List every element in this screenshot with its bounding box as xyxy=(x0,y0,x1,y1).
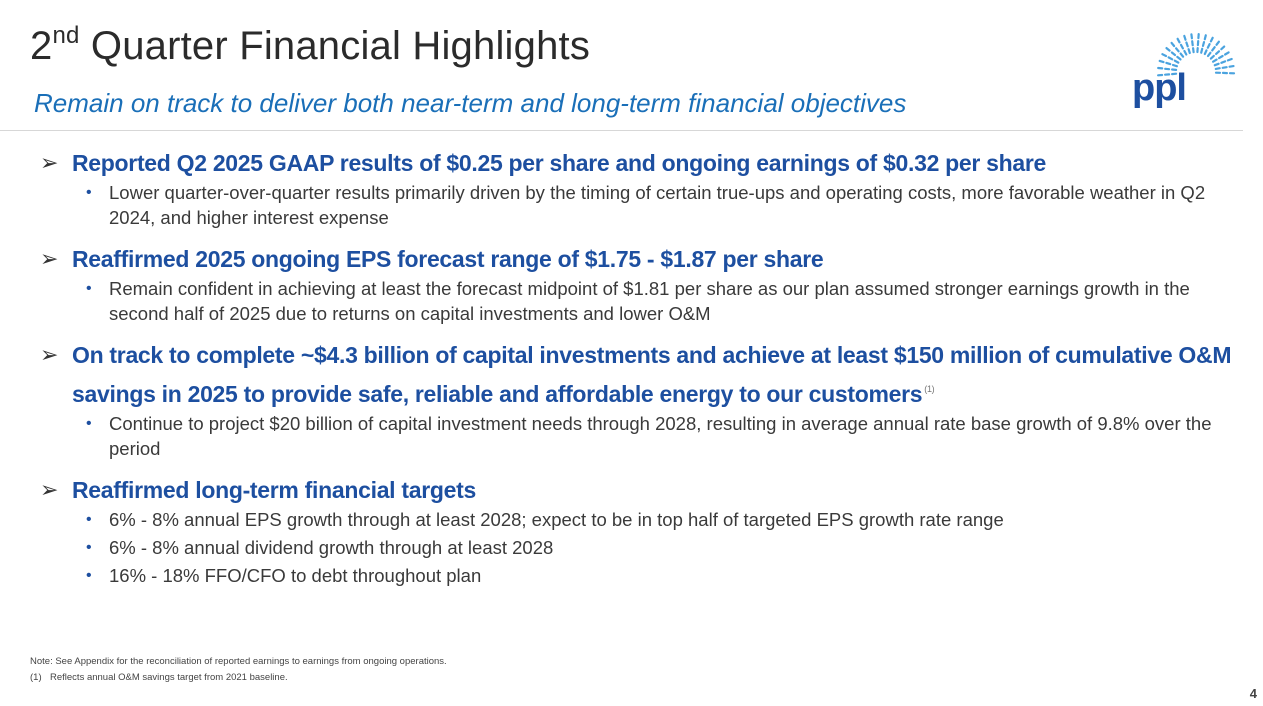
logo-ray xyxy=(1228,64,1235,68)
logo-ray xyxy=(1191,40,1194,47)
section-heading-row: ➢ Reaffirmed long-term financial targets xyxy=(40,473,1240,507)
logo-ray xyxy=(1167,56,1174,61)
bullet-text: 6% - 8% annual EPS growth through at lea… xyxy=(109,509,1004,530)
logo-ray xyxy=(1170,51,1177,57)
logo-ray xyxy=(1183,49,1188,56)
footnotes: Note: See Appendix for the reconciliatio… xyxy=(30,654,447,686)
logo-ray xyxy=(1201,41,1206,47)
logo-ray xyxy=(1173,59,1180,64)
logo-ray xyxy=(1214,67,1221,71)
sunburst-logo-icon: ppl xyxy=(1132,32,1236,109)
logo-ray xyxy=(1190,33,1194,40)
ppl-logo: ppl xyxy=(1128,30,1238,112)
logo-ray xyxy=(1165,47,1171,52)
logo-ray xyxy=(1185,41,1189,48)
bullet-list: • Continue to project $20 billion of capi… xyxy=(40,411,1240,461)
logo-ray xyxy=(1211,58,1218,63)
highlight-section-3: ➢ On track to complete ~$4.3 billion of … xyxy=(40,338,1240,461)
title-number: 2 xyxy=(30,24,53,68)
logo-ray xyxy=(1215,40,1221,46)
bullet-dot-icon: • xyxy=(86,539,92,556)
logo-ray xyxy=(1165,61,1172,66)
footnote-text: Reflects annual O&M savings target from … xyxy=(50,672,288,683)
highlights-list: ➢ Reported Q2 2025 GAAP results of $0.25… xyxy=(40,146,1240,600)
arrow-bullet-icon: ➢ xyxy=(40,342,59,367)
logo-ray xyxy=(1158,59,1165,64)
logo-ray xyxy=(1221,66,1228,69)
highlight-section-4: ➢ Reaffirmed long-term financial targets… xyxy=(40,473,1240,588)
logo-ray xyxy=(1217,54,1224,60)
logo-ray xyxy=(1179,52,1185,58)
bullet-list: • Remain confident in achieving at least … xyxy=(40,276,1240,326)
page-subtitle: Remain on track to deliver both near-ter… xyxy=(34,88,907,118)
appendix-note: Note: See Appendix for the reconciliatio… xyxy=(30,656,447,667)
highlight-section-2: ➢ Reaffirmed 2025 ongoing EPS forecast r… xyxy=(40,242,1240,326)
logo-ray xyxy=(1206,43,1211,49)
footnote-ref: (1) xyxy=(924,384,935,394)
footnote-number: (1) xyxy=(30,672,42,683)
arrow-bullet-icon: ➢ xyxy=(40,150,59,175)
bullet-item: • Continue to project $20 billion of capi… xyxy=(86,411,1240,461)
logo-ray xyxy=(1191,47,1195,54)
section-heading: Reaffirmed long-term financial targets xyxy=(72,477,476,503)
bullet-text: 16% - 18% FFO/CFO to debt throughout pla… xyxy=(109,565,482,586)
bullet-text: Lower quarter-over-quarter results prima… xyxy=(109,182,1206,228)
section-heading-wrap: On track to complete ~$4.3 billion of ca… xyxy=(72,338,1240,411)
bullet-item: • 16% - 18% FFO/CFO to debt throughout pl… xyxy=(86,563,1240,588)
logo-ray xyxy=(1211,46,1216,52)
header-divider xyxy=(0,130,1243,131)
logo-ray xyxy=(1170,41,1176,48)
logo-ray xyxy=(1223,51,1230,56)
logo-ray xyxy=(1176,55,1182,61)
logo-ray xyxy=(1214,50,1221,55)
logo-ray xyxy=(1209,54,1215,60)
bullet-text: Remain confident in achieving at least t… xyxy=(109,278,1190,324)
logo-ray xyxy=(1220,45,1226,51)
bullet-list: • 6% - 8% annual EPS growth through at le… xyxy=(40,507,1240,588)
logo-ray xyxy=(1161,53,1168,58)
logo-ray xyxy=(1213,62,1220,67)
logo-ray xyxy=(1171,63,1179,68)
page-number: 4 xyxy=(1249,686,1257,701)
footnote-1: (1) Reflects annual O&M savings target fr… xyxy=(30,670,447,686)
section-heading-row: ➢ Reported Q2 2025 GAAP results of $0.25… xyxy=(40,146,1240,180)
bullet-text: Continue to project $20 billion of capit… xyxy=(109,413,1212,459)
logo-ray xyxy=(1206,51,1212,58)
section-heading: Reaffirmed 2025 ongoing EPS forecast ran… xyxy=(72,246,824,272)
arrow-bullet-icon: ➢ xyxy=(40,246,59,271)
logo-text: ppl xyxy=(1132,67,1186,109)
bullet-item: • 6% - 8% annual EPS growth through at le… xyxy=(86,507,1240,532)
logo-ray xyxy=(1183,34,1187,41)
logo-ray xyxy=(1179,43,1185,50)
highlight-section-1: ➢ Reported Q2 2025 GAAP results of $0.25… xyxy=(40,146,1240,230)
section-heading: Reported Q2 2025 GAAP results of $0.25 p… xyxy=(72,150,1047,176)
logo-ray xyxy=(1203,34,1207,41)
page-title: 2nd Quarter Financial Highlights xyxy=(30,24,590,69)
logo-ray xyxy=(1176,37,1181,44)
bullet-text: 6% - 8% annual dividend growth through a… xyxy=(109,537,554,558)
bullet-dot-icon: • xyxy=(86,567,92,584)
bullet-dot-icon: • xyxy=(86,184,92,201)
bullet-dot-icon: • xyxy=(86,280,92,297)
bullet-dot-icon: • xyxy=(86,511,92,528)
bullet-item: • Lower quarter-over-quarter results prim… xyxy=(86,180,1240,230)
logo-ray xyxy=(1209,36,1214,43)
bullet-dot-icon: • xyxy=(86,415,92,432)
logo-ray xyxy=(1226,57,1233,62)
bullet-item: • Remain confident in achieving at least … xyxy=(86,276,1240,326)
logo-ray xyxy=(1200,47,1204,54)
bullet-list: • Lower quarter-over-quarter results prim… xyxy=(40,180,1240,230)
logo-ray xyxy=(1220,60,1227,64)
arrow-bullet-icon: ➢ xyxy=(40,477,59,502)
section-heading-row: ➢ Reaffirmed 2025 ongoing EPS forecast r… xyxy=(40,242,1240,276)
bullet-item: • 6% - 8% annual dividend growth through … xyxy=(86,535,1240,560)
logo-ray xyxy=(1203,49,1208,56)
section-heading: On track to complete ~$4.3 billion of ca… xyxy=(72,342,1232,407)
title-rest: Quarter Financial Highlights xyxy=(79,24,591,68)
title-suffix: nd xyxy=(52,22,80,49)
logo-ray xyxy=(1174,47,1180,53)
logo-ray xyxy=(1187,48,1191,55)
section-heading-row: ➢ On track to complete ~$4.3 billion of … xyxy=(40,338,1240,411)
